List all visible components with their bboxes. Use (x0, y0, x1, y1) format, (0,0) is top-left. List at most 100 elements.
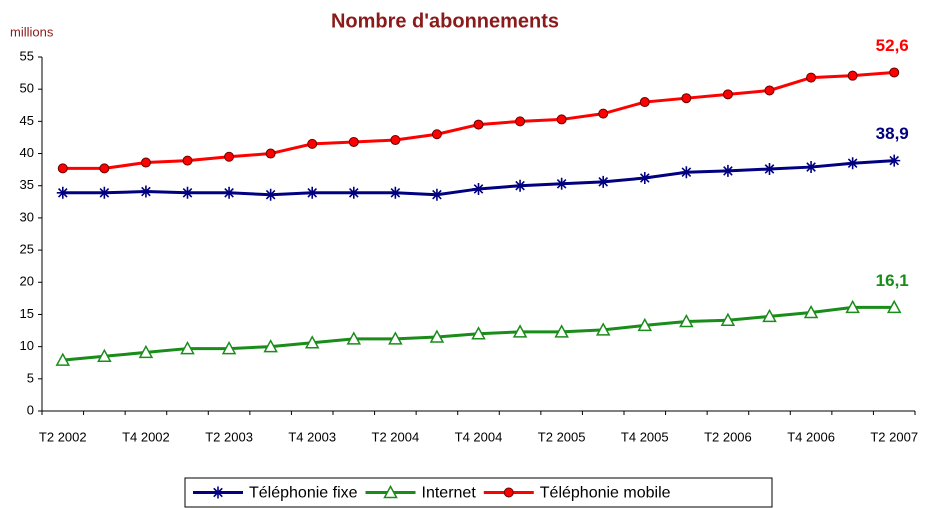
marker (390, 135, 401, 146)
marker (637, 317, 653, 332)
legend-label: Téléphonie fixe (249, 485, 358, 502)
y-axis-label: millions (10, 24, 54, 39)
marker (99, 163, 110, 174)
marker (721, 164, 734, 177)
data-label: 38,9 (876, 124, 909, 143)
marker (847, 70, 858, 81)
marker (212, 486, 224, 499)
marker (430, 188, 443, 201)
marker (680, 166, 693, 179)
marker (221, 341, 237, 355)
marker (140, 157, 151, 168)
marker (431, 129, 442, 140)
marker (888, 154, 901, 167)
marker (304, 335, 320, 349)
marker (55, 352, 71, 366)
marker (503, 487, 514, 498)
marker (764, 85, 775, 96)
y-tick-label: 0 (27, 402, 34, 417)
marker (514, 179, 527, 192)
marker (889, 67, 900, 78)
marker (639, 97, 650, 108)
x-tick-label: T4 2005 (621, 429, 669, 444)
legend: Téléphonie fixe Internet Téléphonie mobile (193, 485, 671, 502)
y-tick-label: 55 (20, 48, 34, 63)
marker (762, 308, 777, 323)
marker (555, 177, 568, 190)
marker (98, 186, 111, 199)
y-tick-label: 15 (20, 306, 34, 321)
marker (597, 175, 610, 188)
data-label: 52,6 (876, 36, 909, 55)
marker (598, 108, 609, 119)
marker (515, 116, 526, 127)
marker (805, 161, 818, 174)
marker (264, 188, 277, 201)
x-tick-label: T2 2004 (372, 429, 420, 444)
marker (265, 148, 276, 159)
y-tick-label: 30 (20, 209, 34, 224)
legend-box (184, 477, 773, 508)
x-tick-label: T4 2003 (288, 429, 336, 444)
y-tick-label: 5 (27, 370, 34, 385)
marker (97, 348, 112, 363)
marker (57, 163, 68, 174)
y-tick-label: 45 (20, 113, 34, 128)
marker (389, 186, 402, 199)
data-label: 16,1 (876, 271, 909, 290)
y-tick-label: 20 (20, 274, 34, 289)
x-tick-label: T2 2007 (870, 429, 918, 444)
marker (554, 324, 569, 338)
marker (720, 312, 736, 326)
marker (306, 186, 319, 199)
marker (886, 299, 902, 314)
marker (180, 341, 195, 355)
marker (471, 326, 486, 340)
marker (512, 324, 528, 338)
x-tick-label: T2 2005 (538, 429, 586, 444)
x-tick-label: T2 2002 (39, 429, 87, 444)
y-tick-label: 40 (20, 145, 34, 160)
marker (383, 484, 398, 499)
marker (806, 72, 817, 83)
y-tick-label: 50 (20, 81, 34, 96)
y-tick-label: 35 (20, 177, 34, 192)
x-tick-label: T2 2006 (704, 429, 752, 444)
marker (472, 182, 485, 195)
marker (679, 313, 694, 328)
y-tick-label: 25 (20, 242, 34, 257)
marker (346, 331, 362, 345)
marker (846, 157, 859, 170)
marker (181, 186, 194, 199)
marker (347, 186, 360, 199)
marker (182, 155, 193, 166)
marker (263, 339, 278, 353)
marker (845, 299, 860, 314)
marker (556, 114, 567, 125)
marker (223, 186, 236, 199)
marker (138, 344, 154, 359)
legend-label: Internet (422, 485, 477, 502)
marker (388, 331, 403, 345)
x-tick-label: T4 2002 (122, 429, 170, 444)
marker (139, 185, 152, 198)
chart-title: Nombre d'abonnements (331, 10, 559, 32)
marker (722, 89, 733, 100)
x-tick-label: T4 2004 (455, 429, 503, 444)
legend-label: Téléphonie mobile (540, 485, 671, 502)
marker (348, 136, 359, 147)
x-tick-label: T2 2003 (205, 429, 253, 444)
marker (307, 138, 318, 149)
y-tick-label: 10 (20, 338, 34, 353)
marker (56, 186, 69, 199)
marker (224, 151, 235, 162)
x-tick-label: T4 2006 (787, 429, 835, 444)
marker (763, 162, 776, 175)
marker (429, 329, 445, 343)
marker (681, 93, 692, 104)
marker (638, 172, 651, 185)
marker (803, 304, 819, 319)
marker (473, 119, 484, 130)
marker (595, 322, 611, 336)
